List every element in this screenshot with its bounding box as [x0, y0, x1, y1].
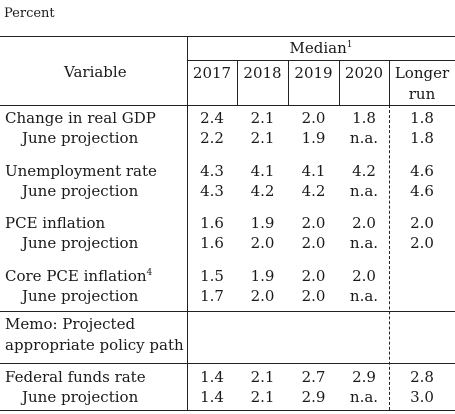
- memo-bottom-rule: [0, 363, 455, 364]
- year-col-rule-1: [237, 60, 238, 105]
- header-longer-run: Longer: [394, 64, 450, 82]
- year-col-rule-2: [288, 60, 289, 105]
- header-year-2020: 2020: [344, 64, 384, 82]
- longer-run-dashed-rule: [389, 105, 390, 410]
- header-bottom-rule: [0, 105, 455, 106]
- header-year-2019: 2019: [294, 64, 333, 82]
- memo-top-rule: [0, 311, 455, 312]
- median-underline: [187, 60, 455, 61]
- year-col-rule-3: [339, 60, 340, 105]
- median-footnote: 1: [346, 40, 353, 50]
- header-year-2018: 2018: [243, 64, 282, 82]
- variable-column-rule: [187, 36, 188, 410]
- median-header: Median1: [289, 39, 353, 57]
- header-longer-run-2: run: [408, 85, 436, 103]
- bottom-rule: [0, 410, 455, 411]
- header-year-2017: 2017: [192, 64, 232, 82]
- longer-run-rule-header: [389, 60, 390, 105]
- top-rule: [0, 36, 455, 37]
- core-pce-footnote: 4: [146, 268, 153, 278]
- table-caption: Percent: [4, 6, 55, 21]
- variable-header: Variable: [64, 63, 127, 81]
